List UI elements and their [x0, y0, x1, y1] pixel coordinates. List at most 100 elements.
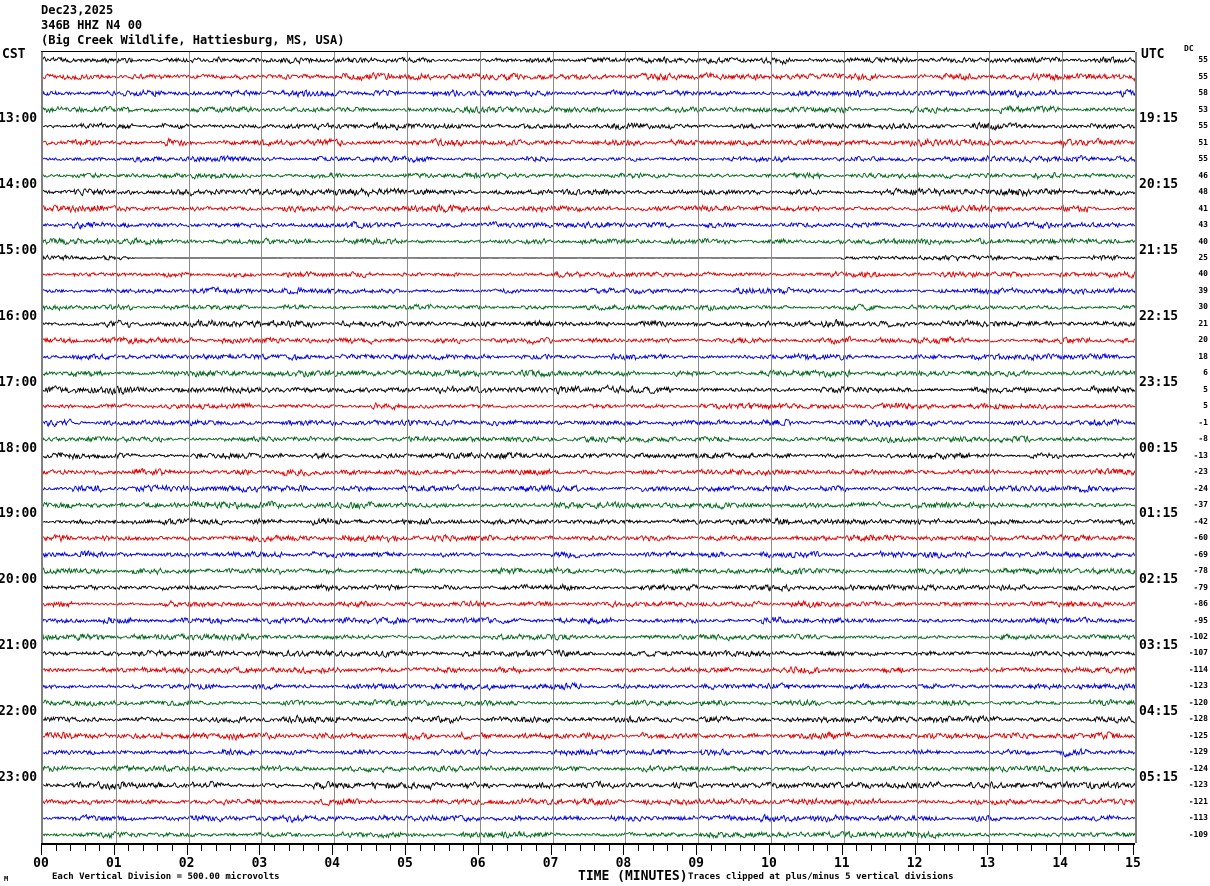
x-tick-minor	[99, 845, 101, 851]
axis-label-cst: CST	[2, 47, 26, 62]
seismic-trace-row-14	[43, 285, 1135, 296]
x-tick-minor	[725, 845, 727, 851]
x-tick-minor	[1089, 845, 1091, 851]
header-channel: 346B HHZ N4 00	[41, 18, 143, 32]
seismic-trace-row-4	[43, 121, 1135, 132]
x-tick-minor	[798, 845, 800, 851]
dc-value-row-6: 55	[1198, 154, 1208, 164]
seismic-trace-row-35	[43, 632, 1135, 642]
seismic-trace-row-44	[43, 780, 1135, 792]
grid-line-minute-08	[625, 52, 627, 843]
seismic-trace-row-37	[43, 665, 1135, 675]
dc-value-row-24: -13	[1193, 450, 1208, 460]
dc-value-row-45: -121	[1188, 796, 1208, 806]
hour-label-cst-1900: 19:00	[0, 506, 38, 522]
grid-line-minute-13	[989, 52, 991, 843]
x-tick-minor	[128, 845, 130, 851]
x-tick-minor	[463, 845, 465, 851]
x-tick-minor	[870, 845, 872, 851]
x-tick-major-14	[1060, 845, 1062, 855]
x-tick-minor	[972, 845, 974, 851]
seismic-trace-row-30	[43, 549, 1135, 559]
hour-label-cst-1800: 18:00	[0, 440, 38, 456]
dc-value-row-16: 21	[1198, 318, 1208, 328]
x-tick-label-12: 12	[906, 856, 923, 871]
x-axis-ruler	[41, 845, 1134, 855]
hour-label-cst-1700: 17:00	[0, 374, 38, 390]
seismic-trace-row-39	[43, 698, 1135, 708]
dc-value-row-4: 55	[1198, 121, 1208, 131]
seismic-trace-row-11	[43, 236, 1135, 246]
grid-line-minute-06	[479, 52, 481, 843]
x-tick-minor	[244, 845, 246, 851]
grid-line-minute-05	[407, 52, 408, 843]
hour-label-utc-0515: 05:15	[1139, 770, 1179, 786]
x-tick-minor	[943, 845, 945, 851]
x-tick-minor	[157, 845, 159, 851]
seismic-trace-row-10	[43, 220, 1135, 230]
hour-label-cst-2100: 21:00	[0, 638, 38, 654]
dc-value-row-36: -107	[1188, 648, 1208, 658]
x-tick-major-12	[914, 845, 916, 855]
hour-label-cst-2000: 20:00	[0, 572, 38, 588]
x-tick-minor	[84, 845, 86, 851]
seismic-trace-row-41	[43, 730, 1135, 742]
seismic-trace-row-24	[43, 451, 1135, 461]
dc-value-row-18: 18	[1198, 351, 1208, 361]
seismogram-plot[interactable]	[41, 52, 1137, 843]
x-tick-major-10	[769, 845, 770, 855]
seismic-trace-row-8	[43, 186, 1135, 198]
x-tick-minor	[754, 845, 756, 851]
x-tick-minor	[201, 845, 203, 851]
seismic-trace-row-28	[43, 516, 1135, 527]
grid-line-minute-07	[552, 52, 554, 843]
x-tick-minor	[1118, 845, 1120, 851]
seismic-trace-row-34	[43, 616, 1135, 626]
hour-label-cst-1500: 15:00	[0, 242, 38, 258]
seismic-trace-row-32	[43, 582, 1135, 593]
x-tick-minor	[827, 845, 829, 851]
dc-value-row-8: 48	[1198, 187, 1208, 197]
x-tick-minor	[70, 845, 72, 851]
dc-value-row-46: -113	[1188, 813, 1208, 823]
grid-line-minute-14	[1062, 52, 1064, 843]
hour-label-utc-2215: 22:15	[1139, 308, 1179, 324]
seismic-trace-row-2	[43, 88, 1135, 99]
dc-value-row-14: 39	[1198, 285, 1208, 295]
x-tick-minor	[594, 845, 596, 851]
x-tick-minor	[812, 845, 814, 851]
x-tick-minor	[1031, 845, 1033, 851]
hour-label-cst-2300: 23:00	[0, 770, 38, 786]
seismic-trace-row-18	[43, 352, 1135, 362]
dc-value-row-42: -129	[1188, 747, 1208, 757]
hour-label-utc-0415: 04:15	[1139, 704, 1179, 720]
x-tick-minor	[652, 845, 654, 851]
x-tick-label-05: 05	[397, 856, 413, 871]
dc-value-row-39: -120	[1188, 697, 1208, 707]
x-tick-major-15	[1133, 845, 1134, 855]
x-tick-major-09	[696, 845, 698, 855]
seismic-trace-row-5	[43, 137, 1135, 149]
hour-label-cst-2200: 22:00	[0, 704, 38, 720]
seismic-trace-row-42	[43, 747, 1135, 758]
hour-label-utc-0215: 02:15	[1139, 572, 1179, 588]
dc-value-row-35: -102	[1188, 632, 1208, 641]
grid-line-minute-04	[334, 52, 336, 843]
dc-value-row-0: 55	[1198, 55, 1208, 65]
seismic-trace-row-0	[43, 55, 1135, 66]
x-tick-label-09: 09	[688, 856, 705, 871]
dc-value-row-43: -124	[1188, 763, 1208, 773]
x-tick-label-03: 03	[251, 856, 268, 871]
x-tick-label-01: 01	[105, 856, 122, 871]
x-tick-minor	[637, 845, 639, 851]
grid-line-minute-01	[115, 52, 117, 843]
x-tick-minor	[1016, 845, 1018, 851]
dc-value-row-2: 58	[1198, 88, 1208, 98]
dc-value-row-44: -123	[1188, 780, 1208, 790]
x-tick-minor	[375, 845, 377, 851]
grid-line-minute-02	[188, 52, 190, 843]
x-tick-label-02: 02	[178, 856, 195, 871]
dc-value-row-29: -60	[1193, 533, 1208, 543]
dc-value-row-31: -78	[1193, 566, 1208, 576]
x-tick-major-03	[259, 845, 261, 855]
